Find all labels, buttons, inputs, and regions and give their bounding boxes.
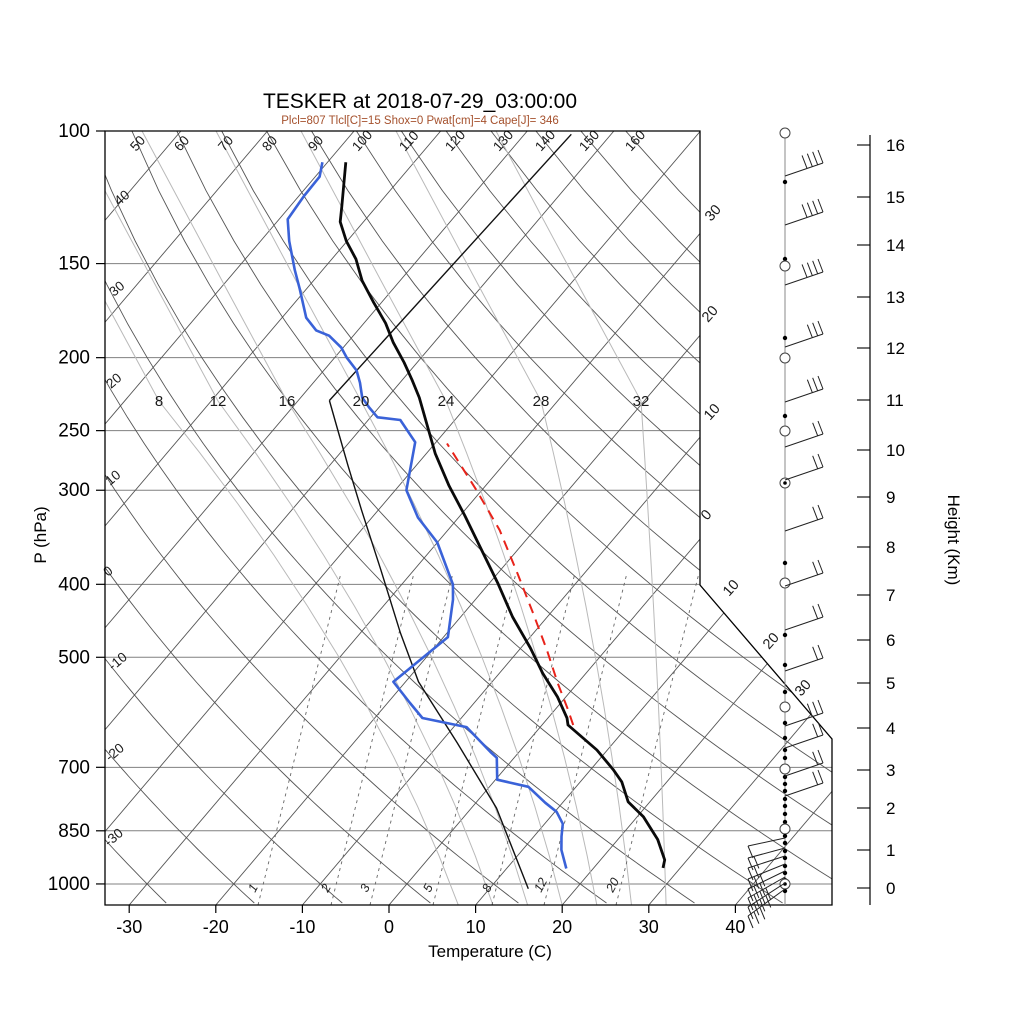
svg-text:700: 700 (58, 757, 90, 778)
svg-text:90: 90 (305, 133, 326, 154)
svg-text:70: 70 (215, 133, 236, 154)
svg-text:30: 30 (702, 202, 725, 225)
svg-text:5: 5 (886, 674, 895, 693)
aux-line-2 (328, 133, 572, 401)
svg-text:2: 2 (886, 799, 895, 818)
svg-text:10: 10 (720, 577, 743, 600)
svg-text:40: 40 (111, 187, 132, 208)
svg-text:32: 32 (633, 393, 650, 410)
svg-text:10: 10 (466, 917, 486, 937)
chart-title: TESKER at 2018-07-29_03:00:00 (262, 90, 578, 113)
svg-text:20: 20 (552, 917, 572, 937)
svg-text:-20: -20 (203, 917, 229, 937)
svg-text:150: 150 (58, 254, 90, 275)
svg-text:80: 80 (259, 133, 280, 154)
svg-text:20: 20 (603, 876, 622, 896)
svg-text:100: 100 (58, 121, 90, 142)
svg-text:60: 60 (171, 133, 192, 154)
svg-text:-20: -20 (102, 740, 127, 764)
svg-text:28: 28 (533, 393, 550, 410)
svg-text:12: 12 (210, 393, 227, 410)
svg-text:-30: -30 (116, 917, 142, 937)
svg-text:20: 20 (760, 630, 783, 653)
svg-text:250: 250 (58, 421, 90, 442)
svg-text:50: 50 (127, 133, 148, 154)
svg-text:300: 300 (58, 480, 90, 501)
grid-lines (105, 131, 832, 905)
sounding-curves (286, 133, 667, 890)
svg-text:850: 850 (58, 821, 90, 842)
svg-text:13: 13 (886, 288, 905, 307)
svg-text:0: 0 (886, 879, 895, 898)
svg-text:30: 30 (639, 917, 659, 937)
svg-text:20: 20 (699, 303, 722, 326)
svg-text:0: 0 (100, 563, 115, 579)
svg-text:1000: 1000 (48, 874, 90, 895)
svg-text:20: 20 (103, 370, 124, 391)
svg-text:8: 8 (155, 393, 163, 410)
svg-text:0: 0 (384, 917, 394, 937)
svg-text:-10: -10 (289, 917, 315, 937)
svg-text:40: 40 (725, 917, 745, 937)
svg-text:11: 11 (886, 391, 904, 410)
dewpoint-line (286, 161, 568, 869)
pressure-axis-title: P (hPa) (31, 506, 50, 563)
svg-text:1: 1 (886, 841, 895, 860)
aux-line-1 (328, 400, 529, 890)
svg-text:10: 10 (102, 467, 123, 488)
chart-subtitle: Plcl=807 Tlcl[C]=15 Shox=0 Pwat[cm]=4 Ca… (281, 115, 559, 127)
svg-text:-10: -10 (105, 649, 130, 673)
temperature-line (338, 162, 667, 869)
grid-labels: 50 60 70 80 90 100 110 120 130 140 150 160403020100… (100, 127, 814, 895)
svg-text:500: 500 (58, 647, 90, 668)
svg-text:10: 10 (701, 401, 724, 424)
svg-text:16: 16 (279, 393, 296, 410)
svg-text:8: 8 (886, 538, 895, 557)
svg-text:14: 14 (886, 236, 905, 255)
svg-text:6: 6 (886, 631, 895, 650)
svg-text:15: 15 (886, 188, 905, 207)
svg-text:10: 10 (886, 441, 905, 460)
svg-text:12: 12 (886, 339, 905, 358)
svg-text:0: 0 (698, 507, 715, 524)
svg-text:4: 4 (886, 719, 895, 738)
height-axis-title: Height (Km) (944, 495, 963, 586)
svg-text:30: 30 (106, 278, 127, 299)
svg-text:7: 7 (886, 586, 895, 605)
svg-text:3: 3 (886, 761, 895, 780)
svg-text:12: 12 (531, 876, 550, 895)
svg-text:9: 9 (886, 488, 895, 507)
svg-text:400: 400 (58, 574, 90, 595)
svg-text:16: 16 (886, 136, 905, 155)
svg-text:20: 20 (353, 393, 370, 410)
svg-text:24: 24 (438, 393, 455, 410)
svg-text:200: 200 (58, 348, 90, 369)
wind-barb-column (747, 127, 824, 929)
svg-text:110: 110 (396, 128, 422, 154)
parcel-path-line (446, 442, 575, 726)
temperature-axis-title: Temperature (C) (428, 942, 552, 961)
